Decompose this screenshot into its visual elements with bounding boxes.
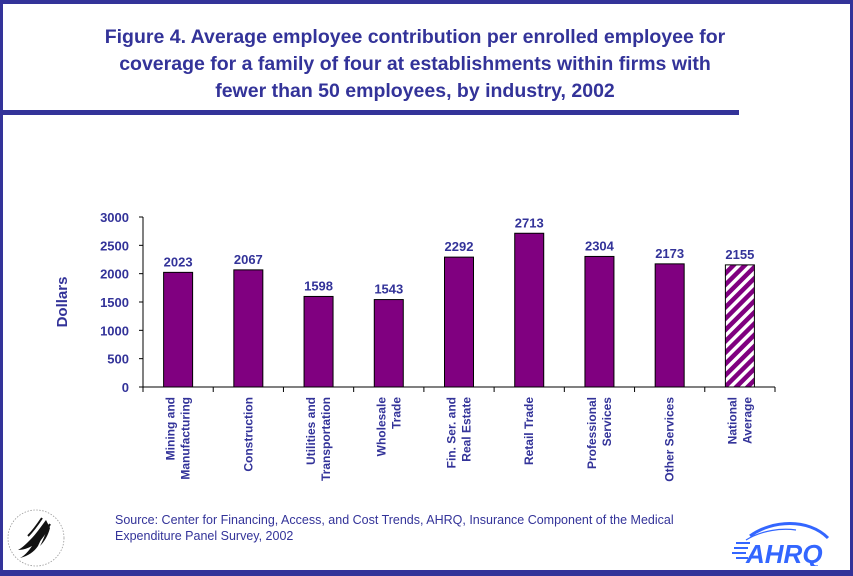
x-category-label-line: Average bbox=[740, 397, 754, 444]
title-line-3: fewer than 50 employees, by industry, 20… bbox=[215, 80, 615, 102]
x-category-label-line: Utilities and bbox=[304, 397, 318, 465]
x-category-label-line: Professional bbox=[585, 397, 599, 469]
x-category-label: Wholesale Trade bbox=[374, 397, 403, 457]
data-label: 2173 bbox=[655, 246, 684, 261]
x-category-label: Construction bbox=[241, 397, 255, 472]
y-tick-label: 1500 bbox=[100, 295, 129, 310]
x-category-label: Mining and Manufacturing bbox=[164, 397, 193, 480]
bar bbox=[514, 232, 545, 388]
data-label: 2713 bbox=[515, 215, 544, 230]
y-tick-label: 2000 bbox=[100, 267, 129, 282]
title-line-1: Figure 4. Average employee contribution … bbox=[104, 26, 726, 48]
y-tick-label: 0 bbox=[122, 380, 129, 395]
hhs-seal-logo-icon bbox=[7, 509, 65, 567]
data-label: 1598 bbox=[304, 278, 333, 293]
ahrq-logo-text: AHRQ bbox=[745, 539, 823, 566]
data-label: 2292 bbox=[445, 239, 474, 254]
x-category-label-line: Mining and bbox=[164, 397, 178, 460]
bar bbox=[373, 299, 404, 388]
y-tick-label: 1000 bbox=[100, 323, 129, 338]
x-category-label-line: Wholesale bbox=[374, 397, 388, 457]
x-category-label-line: National bbox=[725, 397, 739, 444]
data-label: 2304 bbox=[585, 238, 615, 253]
x-category-label: Other Services bbox=[663, 397, 677, 482]
frame-top-border bbox=[0, 0, 853, 4]
bar-national-average bbox=[724, 264, 755, 388]
source-note: Source: Center for Financing, Access, an… bbox=[115, 512, 735, 544]
y-tick-label: 500 bbox=[107, 352, 129, 367]
bar bbox=[303, 295, 334, 388]
bar bbox=[654, 263, 685, 388]
x-category-label: Fin. Ser. and Real Estate bbox=[445, 397, 474, 469]
x-category-label-line: Manufacturing bbox=[179, 397, 193, 480]
x-category-label: Retail Trade bbox=[522, 397, 536, 465]
title-underline-rule bbox=[3, 110, 739, 115]
data-label: 2023 bbox=[164, 254, 193, 269]
frame-right-border bbox=[850, 0, 853, 576]
bar bbox=[163, 271, 194, 388]
y-tick-label: 3000 bbox=[100, 210, 129, 225]
data-label: 2067 bbox=[234, 252, 263, 267]
x-category-label-line: Trade bbox=[389, 397, 403, 429]
data-label: 1543 bbox=[374, 282, 403, 297]
bar bbox=[444, 256, 474, 388]
bar bbox=[584, 255, 615, 388]
x-category-label-line: Services bbox=[600, 397, 614, 447]
x-category-label-line: Fin. Ser. and bbox=[445, 397, 459, 468]
bar bbox=[233, 269, 264, 388]
x-category-label-line: Retail Trade bbox=[522, 397, 536, 465]
data-label: 2155 bbox=[725, 247, 754, 262]
figure-title: Figure 4. Average employee contribution … bbox=[20, 24, 810, 105]
x-category-label-line: Construction bbox=[241, 397, 255, 472]
x-category-label: Utilities and Transportation bbox=[304, 397, 333, 481]
chart-bars bbox=[163, 232, 755, 388]
y-tick-label: 2500 bbox=[100, 238, 129, 253]
ahrq-logo-icon: AHRQ bbox=[732, 522, 830, 566]
source-line-1: Source: Center for Financing, Access, an… bbox=[115, 513, 674, 527]
x-category-label: Professional Services bbox=[585, 397, 614, 469]
x-category-label-line: Transportation bbox=[319, 397, 333, 481]
x-category-label-line: Other Services bbox=[663, 397, 677, 482]
title-line-2: coverage for a family of four at establi… bbox=[119, 53, 711, 75]
x-category-label: National Average bbox=[725, 397, 754, 445]
chart-labels: 0 500 1000 1500 2000 2500 3000 Dollars 2023 Minin… bbox=[54, 210, 754, 482]
frame-bottom-border bbox=[0, 570, 853, 576]
source-line-2: Expenditure Panel Survey, 2002 bbox=[115, 529, 294, 543]
y-axis-title: Dollars bbox=[54, 277, 71, 328]
x-category-label-line: Real Estate bbox=[460, 397, 474, 462]
frame-left-border bbox=[0, 0, 3, 576]
